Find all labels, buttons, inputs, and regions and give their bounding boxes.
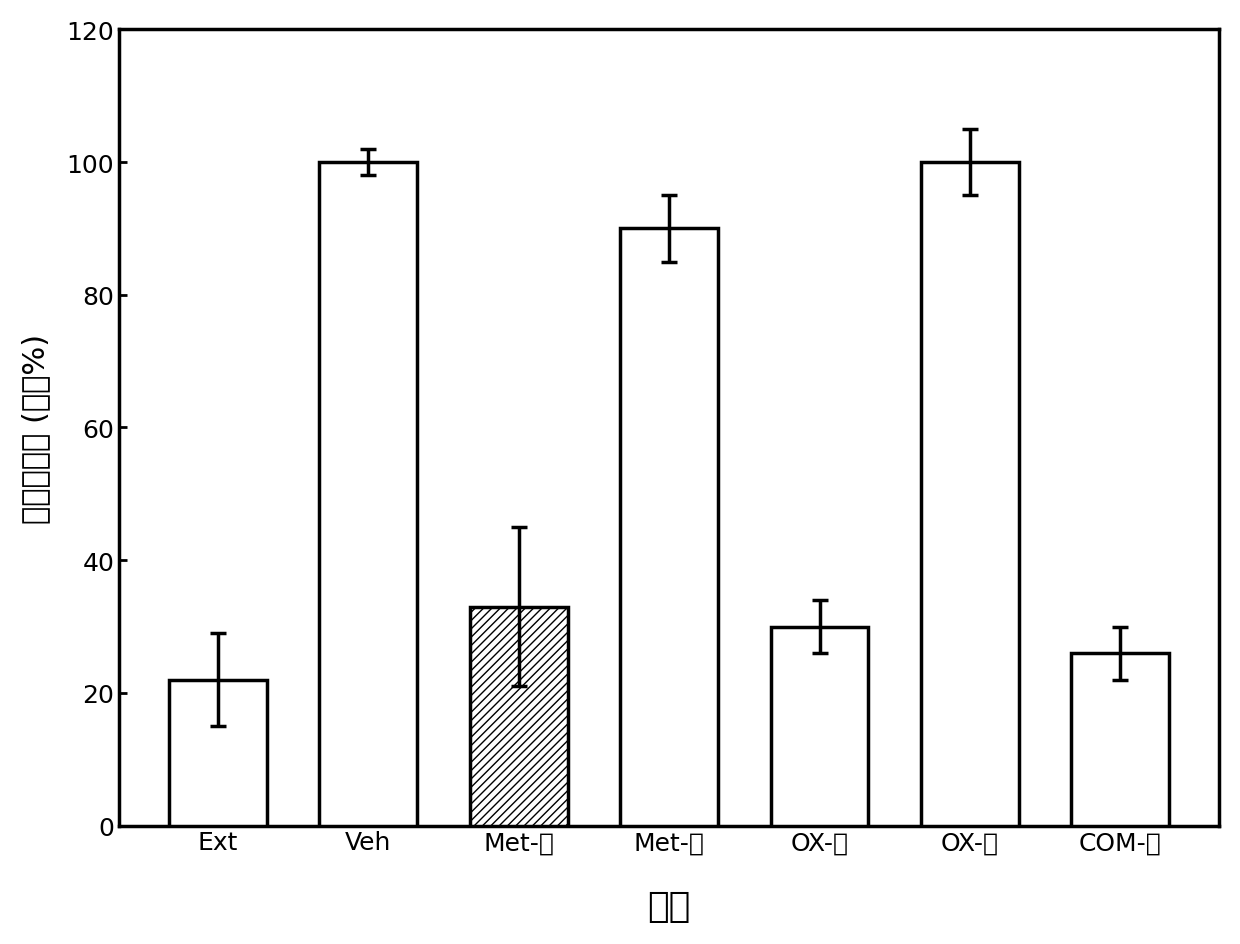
X-axis label: 处理: 处理 xyxy=(647,889,691,923)
Bar xyxy=(320,163,417,826)
Bar xyxy=(169,680,267,826)
Bar xyxy=(470,607,568,826)
Bar xyxy=(620,229,718,826)
Bar xyxy=(921,163,1019,826)
Bar xyxy=(1071,653,1169,826)
Bar xyxy=(770,627,868,826)
Y-axis label: 可卡因输注 (基线%): 可卡因输注 (基线%) xyxy=(21,333,50,523)
